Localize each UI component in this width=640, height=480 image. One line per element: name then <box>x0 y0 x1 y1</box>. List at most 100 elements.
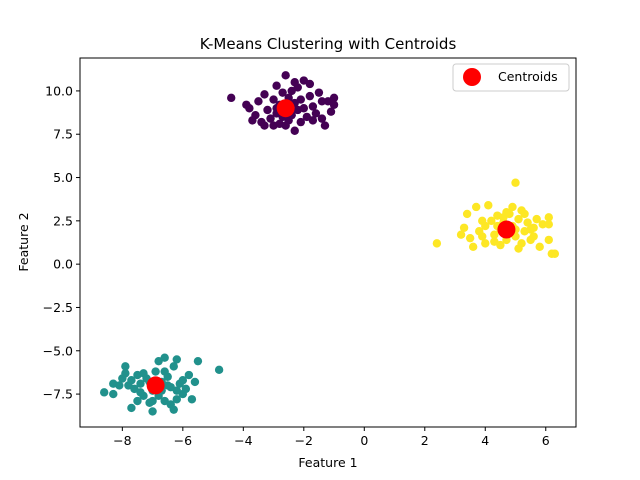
cluster-0-point <box>299 104 309 113</box>
cluster-2-point <box>529 232 538 241</box>
cluster-2-point <box>535 242 544 252</box>
cluster-2-point <box>517 239 526 248</box>
cluster-2-point <box>502 207 511 217</box>
cluster-0-point <box>296 117 305 127</box>
cluster-1-point <box>136 379 145 388</box>
cluster-2-point <box>462 209 472 219</box>
cluster-1-point <box>172 355 181 364</box>
cluster-0-point <box>329 100 339 109</box>
cluster-2-point <box>459 223 469 232</box>
cluster-0-point <box>314 88 324 97</box>
centroid-marker-2 <box>497 220 516 239</box>
cluster-1-point <box>109 389 118 399</box>
cluster-0-point <box>326 107 336 116</box>
cluster-0-point <box>266 114 275 123</box>
cluster-1-point <box>127 376 136 385</box>
cluster-2-point <box>465 233 475 243</box>
cluster-2-point <box>532 214 541 224</box>
cluster-1-point <box>99 388 109 397</box>
cluster-2-point <box>544 235 553 245</box>
x-tick-label: −6 <box>174 433 192 448</box>
chart-title: K-Means Clustering with Centroids <box>200 35 457 53</box>
cluster-1-point <box>133 396 142 406</box>
cluster-1-point <box>160 367 169 376</box>
cluster-1-point <box>184 370 194 380</box>
cluster-0-point <box>281 121 290 130</box>
y-axis: −7.5 −5.0 −2.5 0.0 2.5 5.0 7.5 10.0 <box>43 83 80 402</box>
centroid-marker-0 <box>276 99 295 118</box>
cluster-2-point <box>471 202 481 212</box>
legend-label-centroids: Centroids <box>498 69 558 84</box>
cluster-2-point <box>508 202 517 212</box>
cluster-0-point <box>308 102 318 111</box>
cluster-1-point <box>169 405 178 414</box>
cluster-1-point <box>127 403 136 413</box>
y-tick-label: 10.0 <box>45 83 73 98</box>
cluster-2-point <box>511 178 520 187</box>
cluster-0-point <box>296 95 305 104</box>
cluster-1-point <box>136 388 145 397</box>
y-tick-label: −2.5 <box>43 300 73 315</box>
cluster-1-point <box>169 362 178 371</box>
cluster-1-point <box>115 381 124 390</box>
cluster-1-point <box>172 386 181 395</box>
cluster-2-point <box>487 216 496 226</box>
x-tick-label: 2 <box>421 433 429 448</box>
legend-box <box>452 63 570 92</box>
x-axis: −8 −6 −4 −2 0 2 4 6 <box>113 427 550 448</box>
cluster-0-point <box>269 95 278 104</box>
cluster-0-point <box>290 78 299 87</box>
cluster-1-point <box>148 407 157 416</box>
cluster-2-point <box>478 216 487 226</box>
cluster-2-point <box>456 230 466 239</box>
cluster-2-point <box>490 237 499 246</box>
y-tick-label: 2.5 <box>53 213 73 228</box>
cluster-0-point <box>317 97 327 106</box>
y-tick-label: 5.0 <box>53 170 73 185</box>
cluster-2-point <box>544 220 553 229</box>
x-tick-label: −8 <box>113 433 131 448</box>
cluster-0-point <box>248 116 257 125</box>
cluster-1-point <box>178 376 188 385</box>
cluster-1-point <box>160 353 169 362</box>
x-tick-label: 4 <box>481 433 489 448</box>
cluster-0-point <box>260 90 269 99</box>
cluster-1-point <box>139 369 148 378</box>
y-tick-label: 0.0 <box>53 257 73 272</box>
cluster-0-point <box>317 114 327 123</box>
cluster-1-point <box>172 395 181 404</box>
cluster-1-point <box>181 384 191 394</box>
cluster-2-point <box>520 209 529 219</box>
cluster-2-point <box>538 220 547 229</box>
cluster-2-point <box>514 214 523 224</box>
y-tick-label: 7.5 <box>53 127 73 142</box>
cluster-0-point <box>278 88 287 97</box>
cluster-1-point <box>148 396 157 406</box>
cluster-0-point <box>227 93 236 103</box>
cluster-2-point <box>484 201 493 210</box>
cluster-0-point <box>254 97 263 106</box>
cluster-0-point <box>308 116 318 125</box>
cluster-0-point <box>305 91 315 101</box>
cluster-0-point <box>242 100 251 109</box>
cluster-0-point <box>305 79 315 89</box>
cluster-0-point <box>311 109 321 118</box>
cluster-2-point <box>526 225 535 234</box>
cluster-1-point <box>187 395 197 404</box>
cluster-0-point <box>329 93 339 103</box>
y-tick-label: −5.0 <box>43 343 73 358</box>
cluster-2-point <box>523 218 532 227</box>
cluster-2-point <box>481 239 490 248</box>
plot-frame <box>79 57 577 428</box>
cluster-1-point <box>214 365 224 375</box>
cluster-0-point <box>263 105 272 115</box>
legend: Centroids <box>452 63 570 92</box>
cluster-0-point <box>272 81 281 90</box>
x-axis-title: Feature 1 <box>298 455 357 470</box>
cluster-1-point <box>190 377 200 387</box>
x-tick-label: −4 <box>234 433 252 448</box>
cluster-1-point <box>193 356 203 366</box>
y-axis-title: Feature 2 <box>16 212 31 271</box>
cluster-2-point <box>544 213 553 222</box>
cluster-2-point <box>468 242 478 252</box>
